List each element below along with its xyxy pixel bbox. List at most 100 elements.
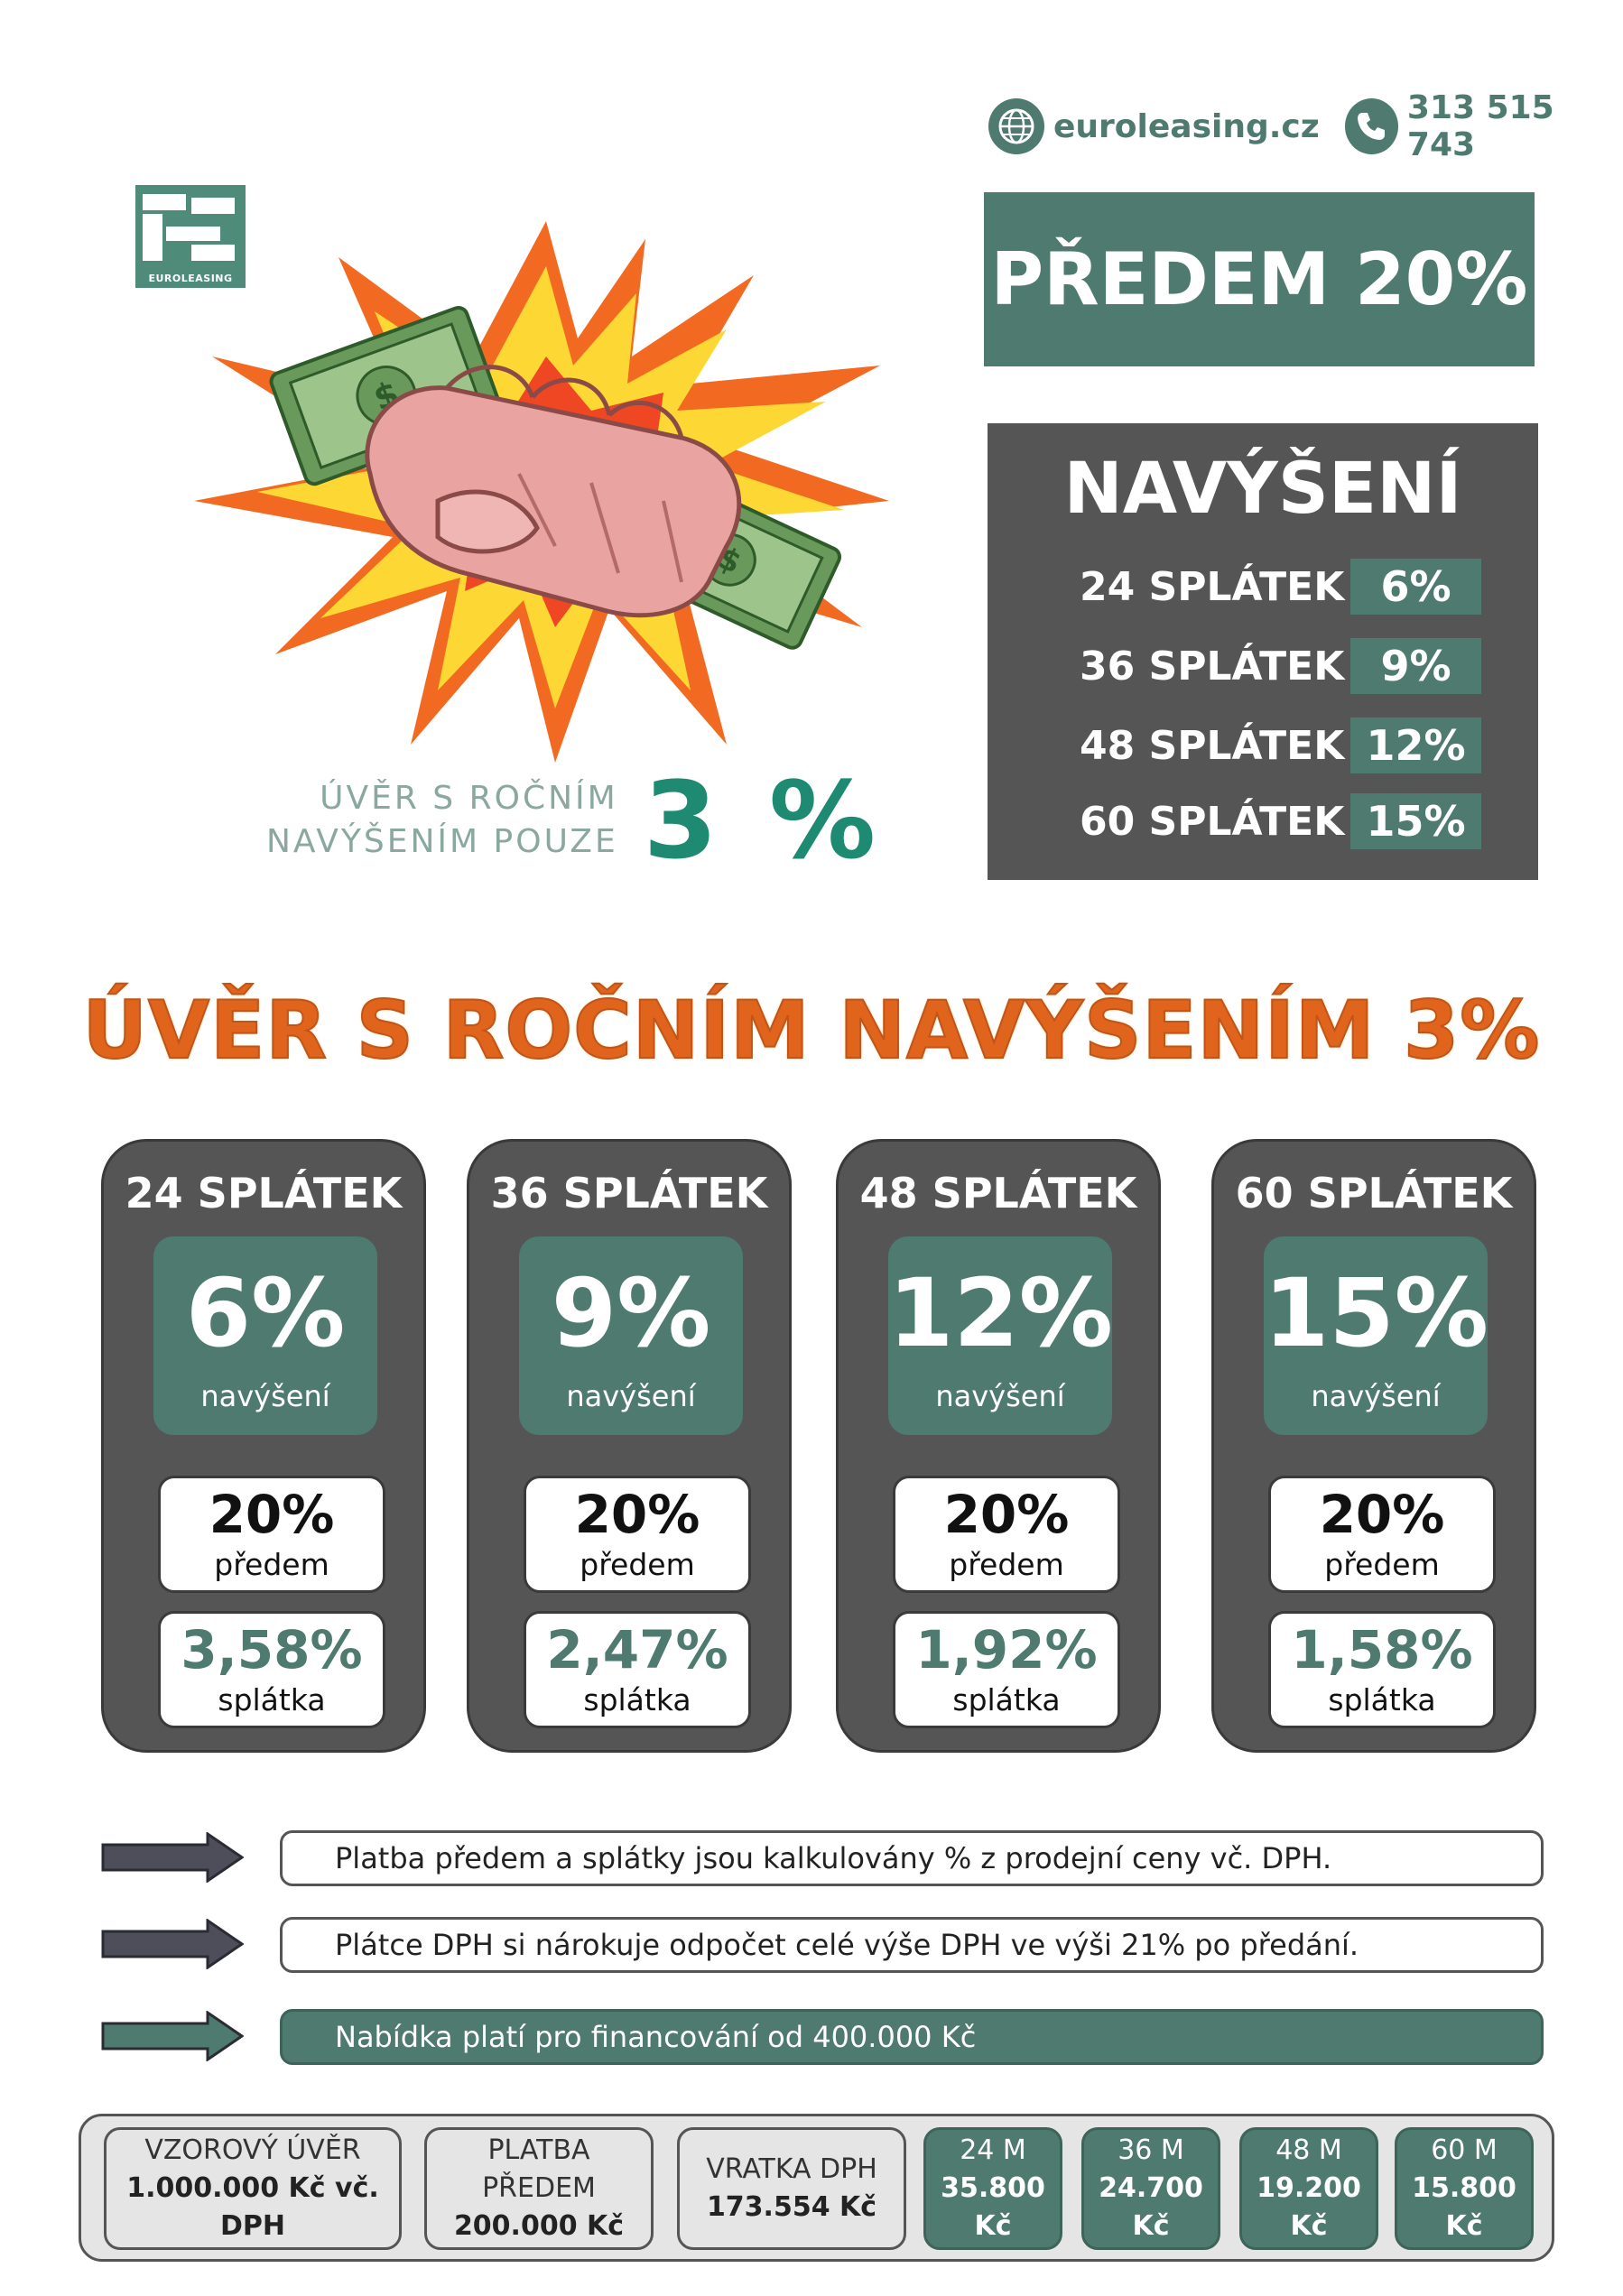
logo-text: EUROLEASING bbox=[148, 273, 233, 284]
example-cell-label: PLATBA PŘEDEM bbox=[482, 2134, 596, 2204]
plan-increase-value: 15% bbox=[1264, 1258, 1489, 1368]
plan-card-title: 48 SPLÁTEK bbox=[859, 1169, 1137, 1217]
example-cell-value: 24.700 Kč bbox=[1099, 2172, 1203, 2242]
plan-down-value: 20% bbox=[943, 1484, 1070, 1545]
increase-row-value: 9% bbox=[1350, 638, 1481, 694]
plan-down-box: 20% předem bbox=[1268, 1476, 1496, 1593]
plan-increase-box: 6% navýšení bbox=[153, 1236, 377, 1435]
plan-increase-box: 12% navýšení bbox=[888, 1236, 1113, 1435]
plan-increase-value: 6% bbox=[185, 1258, 346, 1368]
increase-row-label: 36 SPLÁTEK bbox=[1080, 643, 1345, 690]
increase-row-value: 6% bbox=[1350, 559, 1481, 615]
main-heading: ÚVĚR S ROČNÍM NAVÝŠENÍM 3% bbox=[82, 983, 1541, 1078]
arrow-right-icon bbox=[101, 1919, 244, 1969]
plan-card-title: 60 SPLÁTEK bbox=[1235, 1169, 1513, 1217]
increase-row: 48 SPLÁTEK 12% bbox=[1080, 718, 1481, 773]
example-cell-value: 173.554 Kč bbox=[706, 2191, 877, 2223]
plan-increase-value: 9% bbox=[551, 1258, 711, 1368]
plan-increase-value: 12% bbox=[888, 1258, 1113, 1368]
note-vat: Plátce DPH si nárokuje odpočet celé výše… bbox=[280, 1917, 1544, 1973]
example-cell-label: VZOROVÝ ÚVĚR bbox=[144, 2134, 361, 2166]
example-loan-bar: VZOROVÝ ÚVĚR 1.000.000 Kč vč. DPH PLATBA… bbox=[79, 2114, 1554, 2262]
plan-card-48: 48 SPLÁTEK 12% navýšení 20% předem 1,92%… bbox=[836, 1139, 1161, 1753]
plan-installment-value: 2,47% bbox=[546, 1619, 728, 1680]
plan-card-24: 24 SPLÁTEK 6% navýšení 20% předem 3,58% … bbox=[101, 1139, 426, 1753]
increase-row: 24 SPLÁTEK 6% bbox=[1080, 559, 1481, 615]
plan-increase-label: navýšení bbox=[935, 1379, 1065, 1413]
plan-card-60: 60 SPLÁTEK 15% navýšení 20% předem 1,58%… bbox=[1211, 1139, 1536, 1753]
plan-increase-box: 15% navýšení bbox=[1264, 1236, 1489, 1435]
plan-installment-label: splátka bbox=[952, 1682, 1061, 1717]
phone-icon bbox=[1344, 98, 1398, 154]
increase-table-title: NAVÝŠENÍ bbox=[1063, 449, 1462, 530]
globe-icon bbox=[988, 98, 1044, 154]
plan-installment-box: 2,47% splátka bbox=[524, 1611, 751, 1728]
example-cell-vat-refund: VRATKA DPH 173.554 Kč bbox=[677, 2127, 906, 2250]
example-cell-value: 200.000 Kč bbox=[453, 2210, 625, 2242]
plan-increase-label: navýšení bbox=[566, 1379, 696, 1413]
example-cell-label: 24 M bbox=[960, 2134, 1026, 2166]
example-cell-loan: VZOROVÝ ÚVĚR 1.000.000 Kč vč. DPH bbox=[104, 2127, 402, 2250]
plan-down-box: 20% předem bbox=[158, 1476, 385, 1593]
phone-text: 313 515 743 bbox=[1406, 89, 1554, 163]
plan-installment-box: 3,58% splátka bbox=[158, 1611, 385, 1728]
example-cell-label: 48 M bbox=[1275, 2134, 1342, 2166]
plan-down-value: 20% bbox=[209, 1484, 335, 1545]
website-text: euroleasing.cz bbox=[1053, 107, 1320, 145]
increase-row: 60 SPLÁTEK 15% bbox=[1080, 793, 1481, 849]
plan-installment-value: 3,58% bbox=[181, 1619, 363, 1680]
example-cell-downpayment: PLATBA PŘEDEM 200.000 Kč bbox=[424, 2127, 654, 2250]
plan-down-label: předem bbox=[1324, 1547, 1440, 1582]
phone-link[interactable]: 313 515 743 bbox=[1344, 89, 1623, 163]
plan-down-value: 20% bbox=[1319, 1484, 1445, 1545]
example-cell-60m: 60 M 15.800 Kč bbox=[1395, 2127, 1534, 2250]
plan-down-label: předem bbox=[214, 1547, 329, 1582]
euroleasing-logo: EUROLEASING bbox=[135, 185, 246, 288]
fist-money-illustration: $ $ bbox=[176, 203, 916, 781]
plan-increase-label: navýšení bbox=[200, 1379, 330, 1413]
plan-installment-box: 1,92% splátka bbox=[893, 1611, 1120, 1728]
plan-installment-label: splátka bbox=[1328, 1682, 1436, 1717]
example-cell-value: 1.000.000 Kč vč. DPH bbox=[126, 2172, 379, 2242]
plan-down-box: 20% předem bbox=[893, 1476, 1120, 1593]
promo-tagline: ÚVĚR S ROČNÍM NAVÝŠENÍM POUZE 3 % bbox=[266, 758, 883, 883]
example-cell-value: 15.800 Kč bbox=[1412, 2172, 1516, 2242]
plan-installment-label: splátka bbox=[218, 1682, 326, 1717]
plan-down-label: předem bbox=[580, 1547, 695, 1582]
increase-row-label: 60 SPLÁTEK bbox=[1080, 798, 1345, 845]
promo-line-2: NAVÝŠENÍM POUZE bbox=[266, 823, 618, 860]
example-cell-36m: 36 M 24.700 Kč bbox=[1081, 2127, 1220, 2250]
promo-line-1: ÚVĚR S ROČNÍM bbox=[320, 780, 618, 817]
plan-card-36: 36 SPLÁTEK 9% navýšení 20% předem 2,47% … bbox=[467, 1139, 792, 1753]
increase-row-label: 24 SPLÁTEK bbox=[1080, 563, 1345, 610]
plan-card-title: 36 SPLÁTEK bbox=[490, 1169, 768, 1217]
increase-row: 36 SPLÁTEK 9% bbox=[1080, 638, 1481, 694]
note-offer: Nabídka platí pro financování od 400.000… bbox=[280, 2009, 1544, 2065]
note-calculation: Platba předem a splátky jsou kalkulovány… bbox=[280, 1830, 1544, 1886]
website-link[interactable]: euroleasing.cz bbox=[988, 98, 1320, 154]
example-cell-label: 36 M bbox=[1118, 2134, 1184, 2166]
plan-installment-box: 1,58% splátka bbox=[1268, 1611, 1496, 1728]
promo-text: ÚVĚR S ROČNÍM NAVÝŠENÍM POUZE bbox=[266, 777, 618, 864]
plan-installment-value: 1,58% bbox=[1291, 1619, 1473, 1680]
increase-table: NAVÝŠENÍ 24 SPLÁTEK 6% 36 SPLÁTEK 9% 48 … bbox=[988, 423, 1538, 880]
increase-row-value: 12% bbox=[1350, 718, 1481, 773]
plan-down-label: předem bbox=[949, 1547, 1064, 1582]
example-cell-value: 19.200 Kč bbox=[1257, 2172, 1361, 2242]
example-cell-label: 60 M bbox=[1431, 2134, 1498, 2166]
plan-increase-box: 9% navýšení bbox=[519, 1236, 743, 1435]
increase-row-label: 48 SPLÁTEK bbox=[1080, 722, 1345, 769]
down-payment-banner: PŘEDEM 20% bbox=[984, 192, 1535, 366]
example-cell-24m: 24 M 35.800 Kč bbox=[923, 2127, 1062, 2250]
plan-increase-label: navýšení bbox=[1311, 1379, 1441, 1413]
example-cell-value: 35.800 Kč bbox=[941, 2172, 1045, 2242]
increase-row-value: 15% bbox=[1350, 793, 1481, 849]
plan-down-box: 20% předem bbox=[524, 1476, 751, 1593]
example-cell-label: VRATKA DPH bbox=[706, 2153, 877, 2185]
plan-down-value: 20% bbox=[574, 1484, 700, 1545]
plan-installment-value: 1,92% bbox=[915, 1619, 1098, 1680]
plan-card-title: 24 SPLÁTEK bbox=[125, 1169, 403, 1217]
contact-bar: euroleasing.cz 313 515 743 bbox=[988, 89, 1623, 163]
example-cell-48m: 48 M 19.200 Kč bbox=[1239, 2127, 1378, 2250]
plan-installment-label: splátka bbox=[583, 1682, 691, 1717]
